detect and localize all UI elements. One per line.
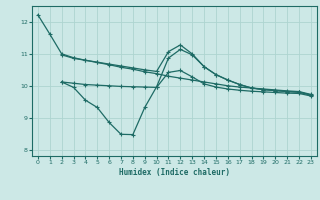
X-axis label: Humidex (Indice chaleur): Humidex (Indice chaleur) xyxy=(119,168,230,177)
